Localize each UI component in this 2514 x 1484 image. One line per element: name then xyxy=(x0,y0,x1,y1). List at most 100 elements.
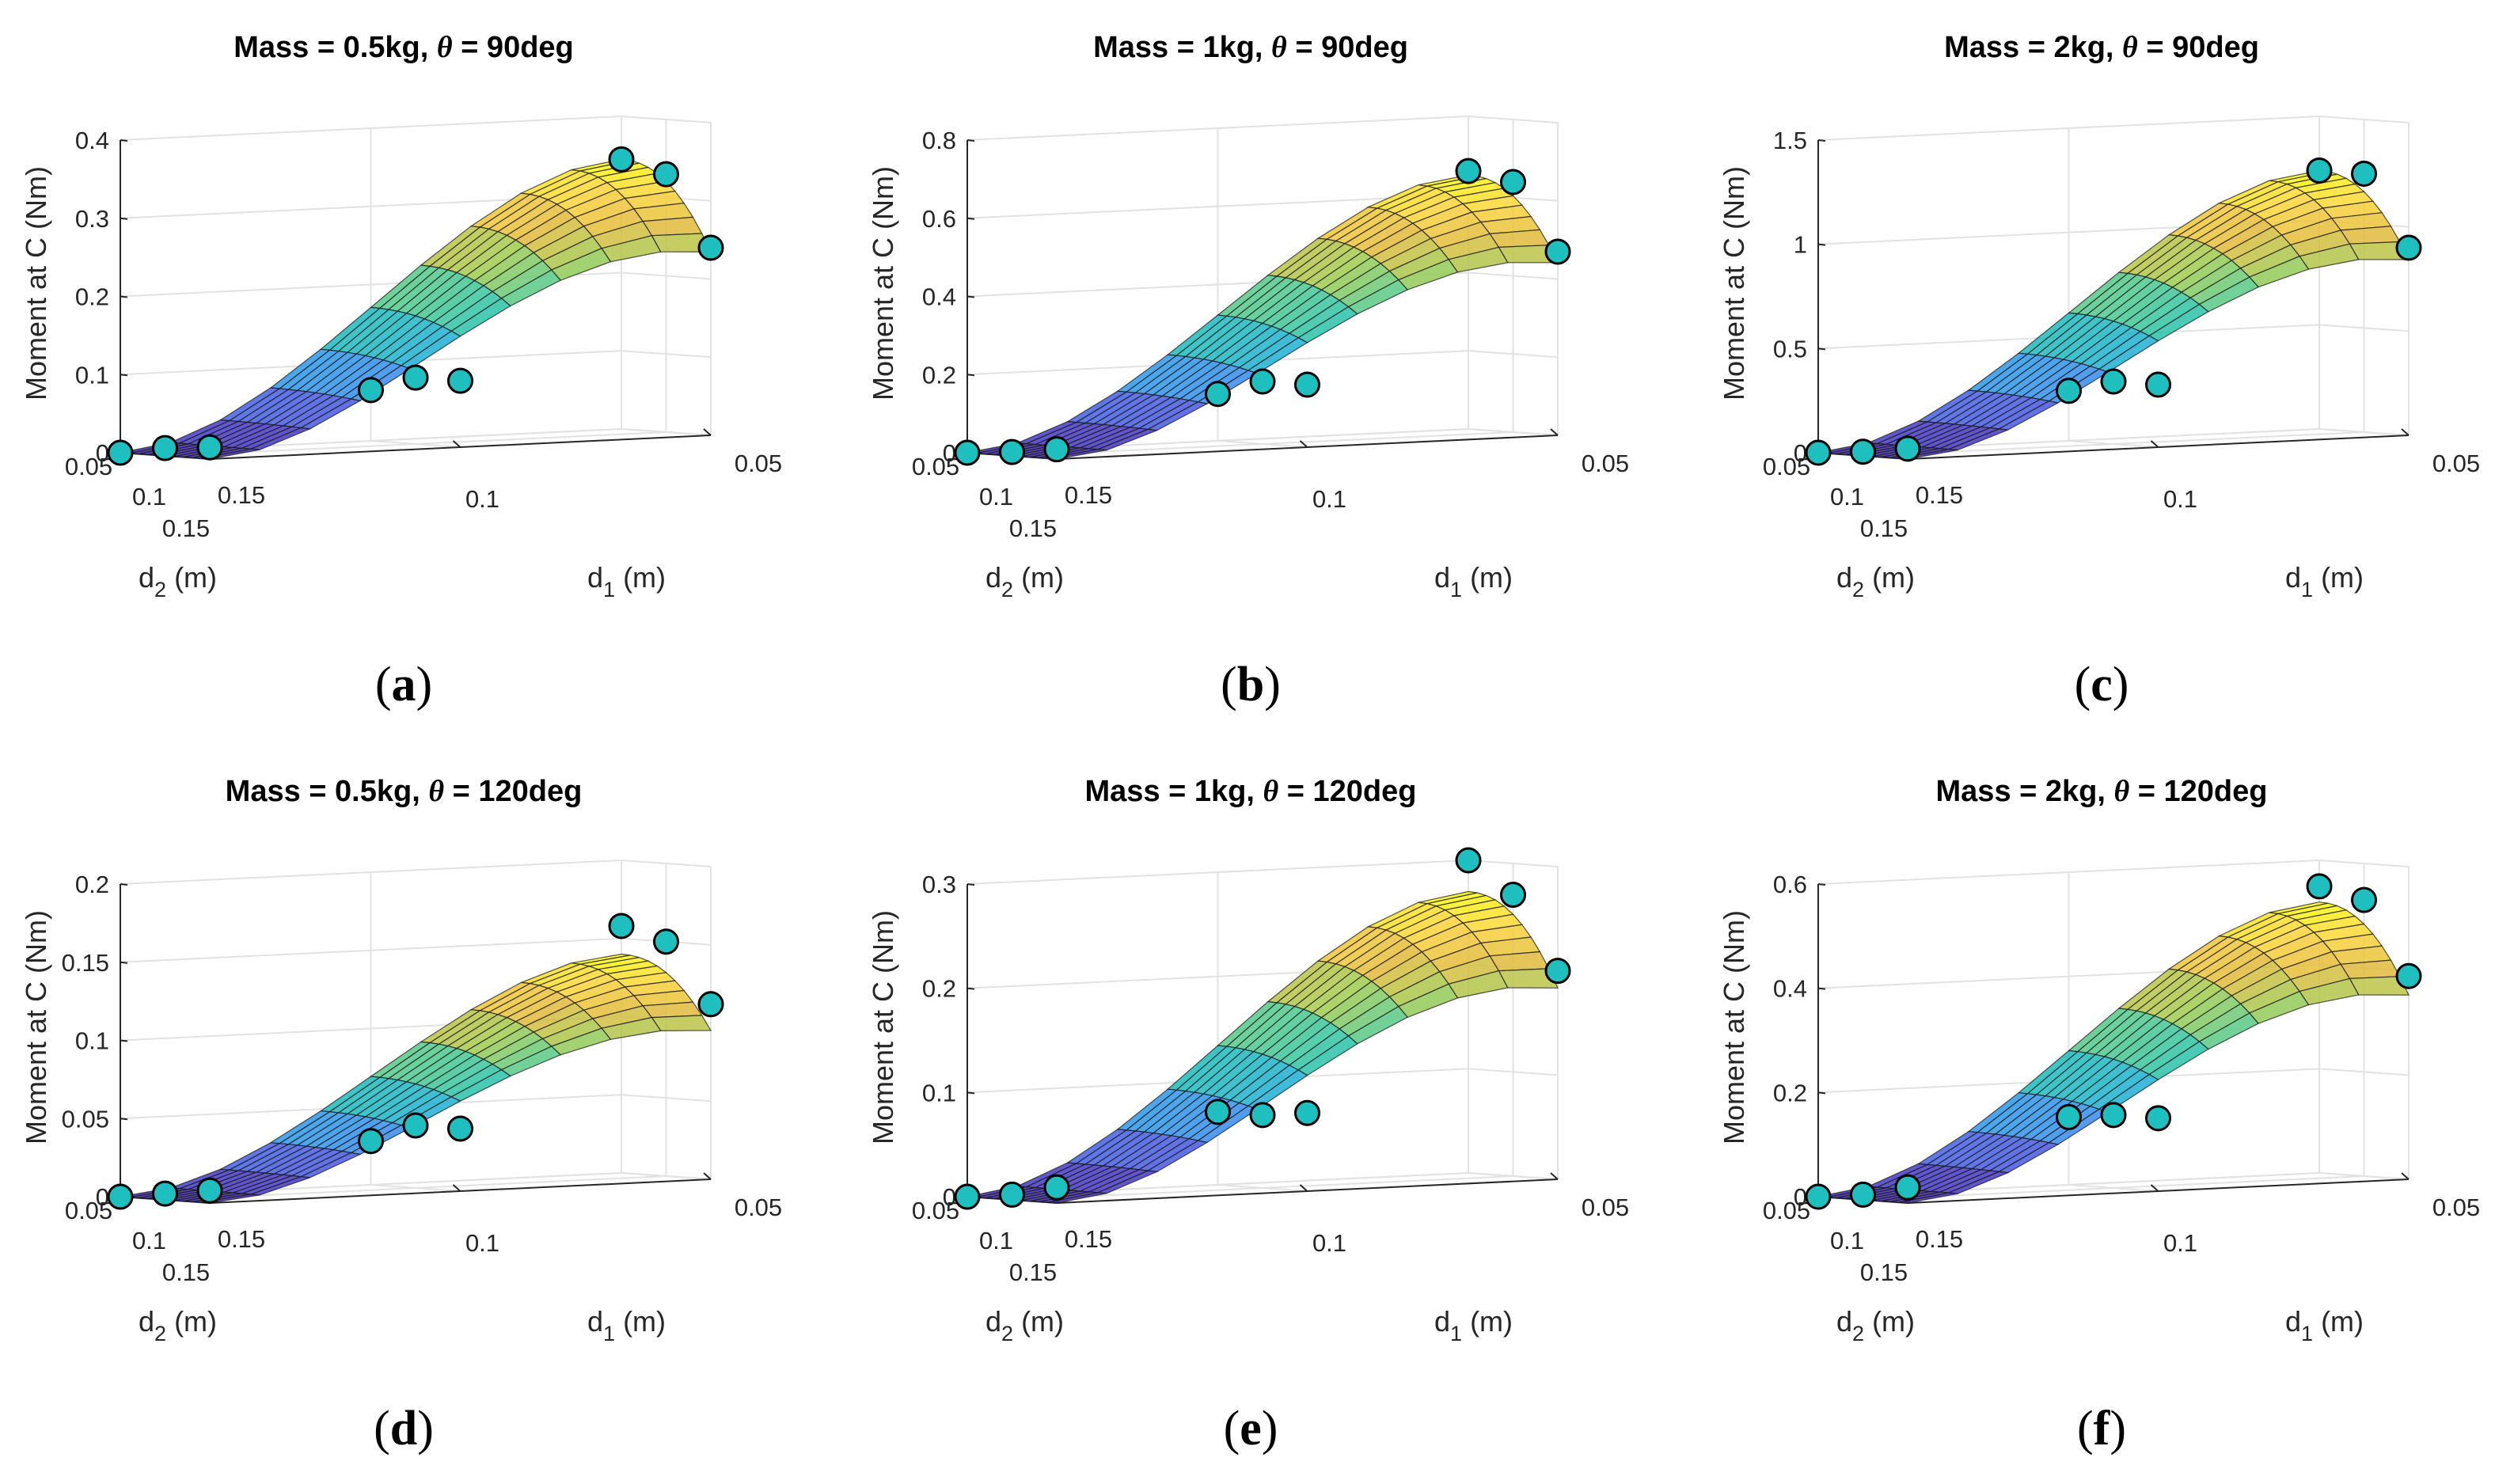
d2-label-base: d xyxy=(985,561,1001,594)
grid-line xyxy=(1817,1068,2410,1094)
panel-title: Mass = 0.5kg, θ = 90deg xyxy=(234,31,574,64)
d1-tick xyxy=(703,1172,712,1180)
d1-axis-label: d1 (m) xyxy=(1434,561,1513,602)
z-tick xyxy=(966,1091,975,1095)
data-point xyxy=(1249,368,1276,395)
d1-tick-label: 0.05 xyxy=(2432,450,2480,477)
z-tick-label: 0.2 xyxy=(75,283,109,311)
title-angle: = 120deg xyxy=(1278,775,1416,808)
title-theta: θ xyxy=(2113,775,2129,808)
d1-label-unit: (m) xyxy=(1462,1305,1513,1338)
d2-tick-label: 0.1 xyxy=(132,1227,166,1254)
axes: 0 0.2 0.4 0.6 0.05 0.1 0.15 0.15 0.1 0.05 Moment a… xyxy=(1718,871,2480,1345)
d1-tick-label: 0.15 xyxy=(1916,481,1963,509)
grid-line xyxy=(1217,440,1308,448)
z-tick-label: 0.2 xyxy=(922,361,956,389)
d1-label-sub: 1 xyxy=(1450,578,1462,602)
data-point xyxy=(2395,234,2422,261)
d2-axis-label: d2 (m) xyxy=(1836,1305,1915,1345)
chart-panel-a: 0 0.1 0.2 0.3 0.4 0.05 0.1 0.15 0.15 0.1 0.05 Momen… xyxy=(20,31,782,712)
data-point xyxy=(653,928,679,955)
data-point xyxy=(1850,1181,1876,1208)
d2-tick-label: 0.05 xyxy=(65,1197,112,1224)
title-angle: = 90deg xyxy=(453,31,574,64)
data-point xyxy=(107,439,134,466)
z-tick xyxy=(120,217,128,220)
caption-open: ( xyxy=(375,658,392,712)
data-point xyxy=(358,377,384,404)
panel-caption: (b) xyxy=(1221,658,1281,712)
d1-tick xyxy=(452,440,461,448)
d2-tick-label: 0.15 xyxy=(162,1258,210,1286)
data-point xyxy=(1544,958,1571,985)
d1-tick-label: 0.15 xyxy=(1065,481,1112,509)
caption-close: ) xyxy=(417,1402,434,1456)
title-mass: Mass = 0.5kg, xyxy=(234,31,437,64)
grid-line xyxy=(966,271,1559,298)
z-tick-label: 0.4 xyxy=(922,283,956,311)
panel-title: Mass = 0.5kg, θ = 120deg xyxy=(226,775,583,808)
d1-tick-label: 0.1 xyxy=(1312,485,1346,513)
z-tick-label: 0.2 xyxy=(1773,1079,1807,1106)
caption-letter: b xyxy=(1237,658,1264,712)
surface xyxy=(966,174,1559,460)
d2-label-unit: (m) xyxy=(166,1305,217,1338)
axes: 0 0.5 1 1.5 0.05 0.1 0.15 0.15 0.1 0.05 Moment at … xyxy=(1718,127,2480,602)
grid-line xyxy=(2318,1172,2410,1180)
title-angle: = 120deg xyxy=(444,775,582,808)
data-points xyxy=(107,146,724,466)
z-tick-label: 0 xyxy=(1794,1183,1807,1211)
z-tick-label: 0.1 xyxy=(922,1079,956,1106)
title-theta: θ xyxy=(1271,31,1287,64)
d1-label-unit: (m) xyxy=(2313,1305,2364,1338)
surface xyxy=(120,158,712,460)
d2-tick-label: 0.05 xyxy=(65,453,112,480)
data-point xyxy=(1043,436,1070,463)
z-tick xyxy=(1817,347,1826,351)
z-tick-label: 0.5 xyxy=(1773,335,1807,362)
grid-line xyxy=(1817,859,2410,885)
data-point xyxy=(1894,435,1921,462)
surface xyxy=(1817,901,2410,1204)
caption-open: ( xyxy=(1224,1402,1240,1456)
d1-tick xyxy=(2150,1184,2159,1192)
surface xyxy=(120,953,712,1204)
data-points xyxy=(107,913,724,1210)
z-tick xyxy=(1817,1091,1826,1095)
caption-close: ) xyxy=(416,658,433,712)
z-tick xyxy=(120,1039,128,1042)
z-tick-label: 0 xyxy=(943,1183,956,1211)
d2-label-base: d xyxy=(1836,1305,1852,1338)
title-theta: θ xyxy=(2122,31,2138,64)
data-point xyxy=(1500,169,1526,195)
d1-label-sub: 1 xyxy=(1450,1322,1462,1345)
data-point xyxy=(1850,438,1876,465)
data-point xyxy=(1455,847,1482,874)
surface-patch xyxy=(651,1015,712,1032)
d2-axis-label: d2 (m) xyxy=(1836,561,1915,602)
d1-tick-label: 0.1 xyxy=(465,485,499,513)
z-axis-label: Moment at C (Nm) xyxy=(867,910,899,1144)
data-points xyxy=(954,158,1571,466)
z-tick-label: 0.1 xyxy=(75,1027,109,1055)
data-points xyxy=(1805,157,2422,466)
z-tick xyxy=(1817,139,1826,142)
data-point xyxy=(2100,368,2127,395)
title-mass: Mass = 1kg, xyxy=(1093,31,1271,64)
data-point xyxy=(2351,886,2377,913)
d2-tick-label: 0.1 xyxy=(1830,483,1864,510)
d1-axis-label: d1 (m) xyxy=(587,561,666,602)
chart-panel-b: 0 0.2 0.4 0.6 0.8 0.05 0.1 0.15 0.15 0.1 0.05 Momen… xyxy=(867,31,1629,712)
data-point xyxy=(1805,1183,1832,1210)
data-point xyxy=(402,1112,429,1139)
d1-tick xyxy=(2401,1172,2410,1180)
data-point xyxy=(954,439,981,466)
panel-caption: (e) xyxy=(1224,1402,1278,1456)
d2-label-unit: (m) xyxy=(1864,561,1915,594)
d1-label-sub: 1 xyxy=(2301,578,2313,602)
data-point xyxy=(608,146,635,173)
chart-panel-c: 0 0.5 1 1.5 0.05 0.1 0.15 0.15 0.1 0.05 Moment at … xyxy=(1718,31,2480,712)
data-point xyxy=(447,367,473,394)
caption-open: ( xyxy=(374,1402,390,1456)
d2-tick-label: 0.15 xyxy=(1009,1258,1057,1286)
